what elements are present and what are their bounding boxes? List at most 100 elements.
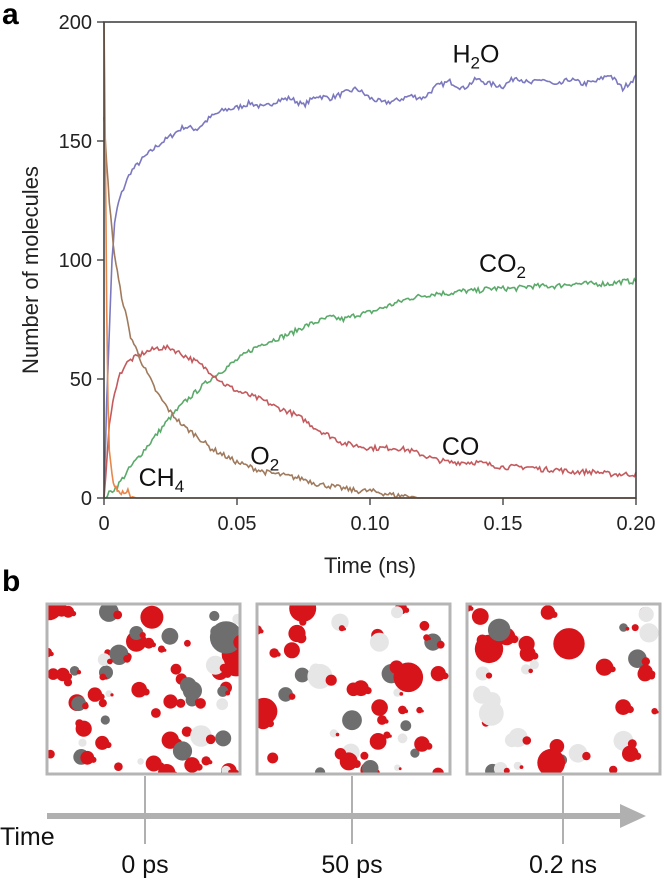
oxygen-atom	[195, 698, 206, 709]
hydrogen-atom	[307, 663, 333, 689]
oxygen-atom	[531, 652, 539, 660]
snapshot-time-label: 0 ps	[121, 851, 168, 879]
oxygen-atom	[276, 652, 281, 657]
oxygen-atom	[76, 670, 82, 675]
oxygen-atom	[259, 629, 264, 634]
oxygen-atom	[139, 632, 146, 639]
oxygen-atom	[49, 651, 54, 657]
hydrogen-atom	[508, 728, 528, 748]
series-line-ch4	[103, 21, 636, 499]
oxygen-atom	[609, 666, 616, 673]
y-tick-label: 50	[70, 369, 92, 391]
oxygen-atom	[352, 760, 361, 768]
oxygen-atom	[441, 672, 449, 680]
carbon-atom	[400, 720, 412, 732]
hydrogen-atom	[475, 666, 490, 681]
oxygen-atom	[651, 708, 658, 715]
molecules	[467, 604, 659, 774]
hydrogen-atom	[529, 660, 539, 670]
carbon-atom	[100, 715, 110, 725]
oxygen-atom	[208, 760, 213, 765]
oxygen-atom	[625, 626, 630, 631]
series-line-o2	[103, 117, 636, 499]
hydrogen-atom	[216, 698, 229, 711]
oxygen-atom	[195, 763, 203, 771]
series-line-co2	[104, 277, 637, 499]
carbon-atom	[487, 618, 511, 642]
snapshot-2	[255, 602, 452, 776]
oxygen-atom	[485, 672, 493, 679]
carbon-atom	[71, 696, 87, 712]
time-arrow-head	[620, 804, 646, 828]
hydrogen-atom	[391, 606, 403, 619]
oxygen-atom	[553, 628, 585, 660]
y-tick-label: 100	[59, 250, 92, 272]
oxygen-atom	[157, 645, 166, 653]
y-tick-label: 0	[81, 488, 92, 510]
plot-frame	[103, 21, 637, 499]
hydrogen-atom	[137, 758, 144, 765]
series-label-co: CO	[442, 433, 480, 461]
oxygen-atom	[75, 719, 84, 728]
oxygen-atom	[404, 709, 409, 714]
oxygen-atom	[257, 697, 278, 725]
oxygen-atom	[398, 767, 402, 771]
oxygen-atom	[158, 764, 176, 774]
carbon-atom	[182, 681, 202, 701]
oxygen-atom	[151, 708, 161, 718]
oxygen-atom	[70, 610, 77, 617]
x-axis-title: Time (ns)	[324, 553, 416, 578]
x-tick-label: 0.05	[218, 513, 257, 535]
carbon-atom	[209, 621, 240, 654]
oxygen-atom	[419, 620, 430, 631]
series-label-ch4: CH4	[139, 464, 185, 496]
oxygen-atom	[105, 741, 112, 749]
time-label: Time	[0, 823, 55, 851]
series-label-h2o: H2O	[452, 40, 499, 72]
carbon-atom	[314, 767, 326, 774]
oxygen-atom	[343, 627, 346, 631]
oxygen-atom	[425, 742, 433, 750]
oxygen-atom	[267, 752, 279, 764]
oxygen-atom	[82, 702, 89, 710]
oxygen-atom	[609, 765, 618, 774]
snapshot-labels: 0 ps 50 ps 0.2 ns	[121, 776, 597, 879]
carbon-atom	[161, 627, 179, 645]
oxygen-atom	[140, 605, 164, 629]
oxygen-atom	[170, 663, 182, 675]
oxygen-atom	[421, 709, 424, 713]
oxygen-atom	[503, 767, 510, 774]
snapshot-1	[45, 602, 242, 776]
oxygen-atom	[364, 687, 372, 695]
oxygen-atom	[428, 637, 431, 641]
oxygen-atom	[360, 751, 369, 760]
oxygen-atom	[528, 668, 533, 674]
panel-letter-b: b	[2, 565, 20, 598]
oxygen-atom	[176, 698, 186, 708]
series-label-o2: O2	[250, 443, 279, 475]
oxygen-atom	[353, 680, 369, 697]
oxygen-atom	[225, 690, 231, 696]
hydrogen-atom	[521, 664, 532, 675]
oxygen-atom	[98, 699, 107, 708]
carbon-atom	[410, 748, 420, 758]
x-tick-label: 0.20	[617, 513, 656, 535]
oxygen-atom	[384, 719, 389, 724]
oxygen-atom	[399, 692, 404, 696]
carbon-atom	[99, 604, 119, 622]
series-label-co2: CO2	[479, 250, 526, 282]
oxygen-atom	[641, 657, 650, 666]
y-axis-title: Number of molecules	[18, 166, 43, 374]
carbon-atom	[294, 667, 310, 683]
oxygen-atom	[163, 648, 167, 652]
snapshot-frame	[255, 602, 452, 776]
hydrogen-atom	[78, 738, 87, 747]
snapshot-time-label: 0.2 ns	[529, 851, 597, 879]
oxygen-atom	[656, 710, 659, 714]
oxygen-atom	[334, 748, 347, 760]
oxygen-atom	[388, 734, 392, 738]
oxygen-atom	[414, 736, 430, 752]
snapshot-3	[465, 602, 662, 776]
oxygen-atom	[416, 706, 423, 714]
oxygen-atom	[99, 673, 107, 681]
